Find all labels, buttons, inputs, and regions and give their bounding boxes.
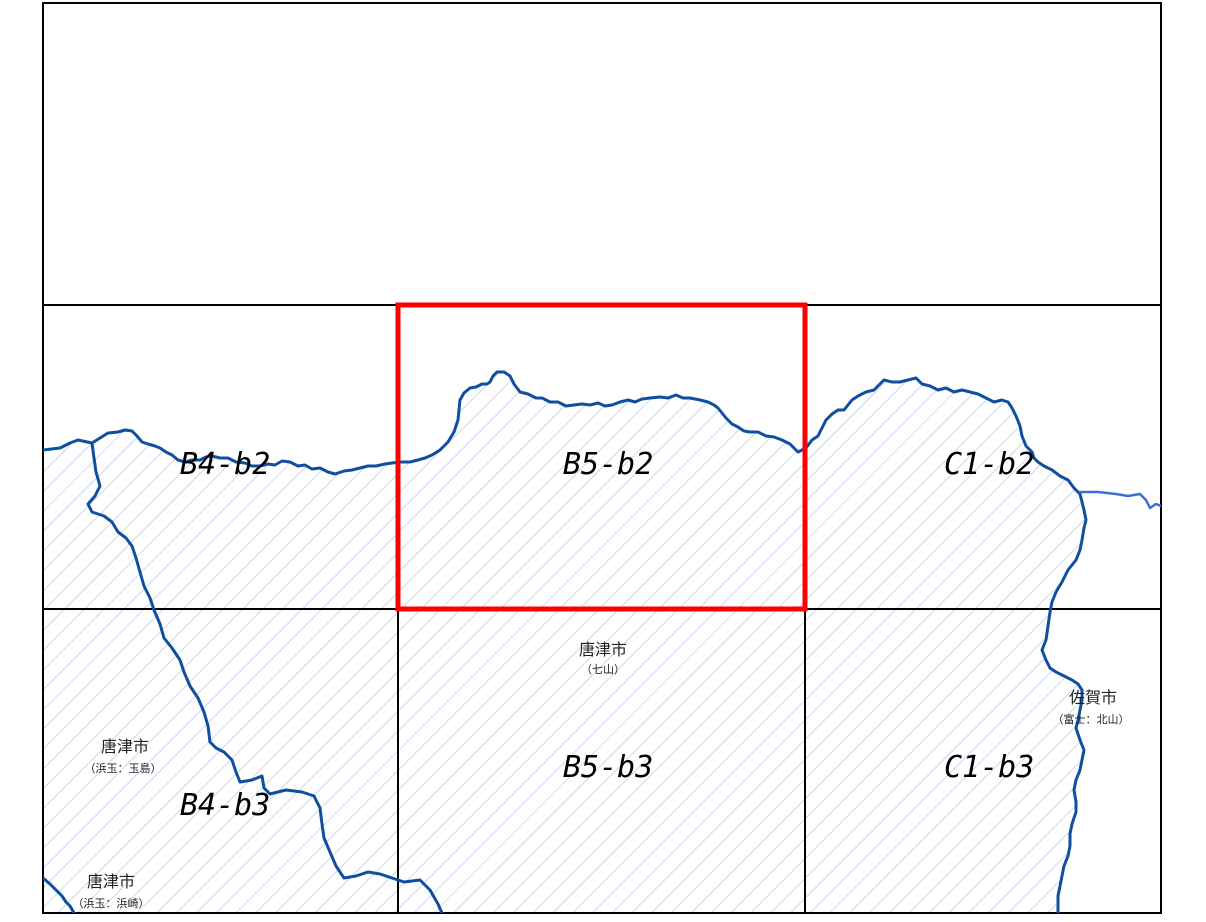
place-name-karatsu-nanayama: 唐津市 [579, 640, 627, 659]
selected-sheet-highlight[interactable] [395, 302, 808, 612]
municipal-boundary-west [86, 441, 444, 913]
place-sub-saga-fuji: （富士：北山） [1053, 712, 1130, 726]
sheet-label-b5-b3[interactable]: B5-b3 [563, 750, 653, 785]
river-east [1078, 490, 1161, 510]
place-name-karatsu-tamashima: 唐津市 [101, 737, 149, 756]
sheet-label-b4-b3[interactable]: B4-b3 [180, 788, 270, 823]
land-area-hatch [43, 372, 1084, 913]
place-name-saga-fuji: 佐賀市 [1069, 688, 1117, 707]
place-sub-karatsu-tamashima: （浜玉：玉島） [85, 761, 162, 775]
map-frame [42, 2, 1162, 914]
place-name-karatsu-hamasaki: 唐津市 [87, 872, 135, 891]
boundary-southwest-corner [43, 876, 76, 913]
place-sub-karatsu-hamasaki: （浜玉：浜崎） [73, 896, 150, 910]
sheet-label-c1-b2[interactable]: C1-b2 [944, 447, 1034, 482]
place-sub-karatsu-nanayama: （七山） [581, 663, 625, 676]
sheet-label-b5-b2[interactable]: B5-b2 [563, 447, 653, 482]
sheet-label-c1-b3[interactable]: C1-b3 [944, 750, 1034, 785]
coastline-boundary [43, 370, 1088, 913]
sheet-label-b4-b2[interactable]: B4-b2 [180, 447, 270, 482]
